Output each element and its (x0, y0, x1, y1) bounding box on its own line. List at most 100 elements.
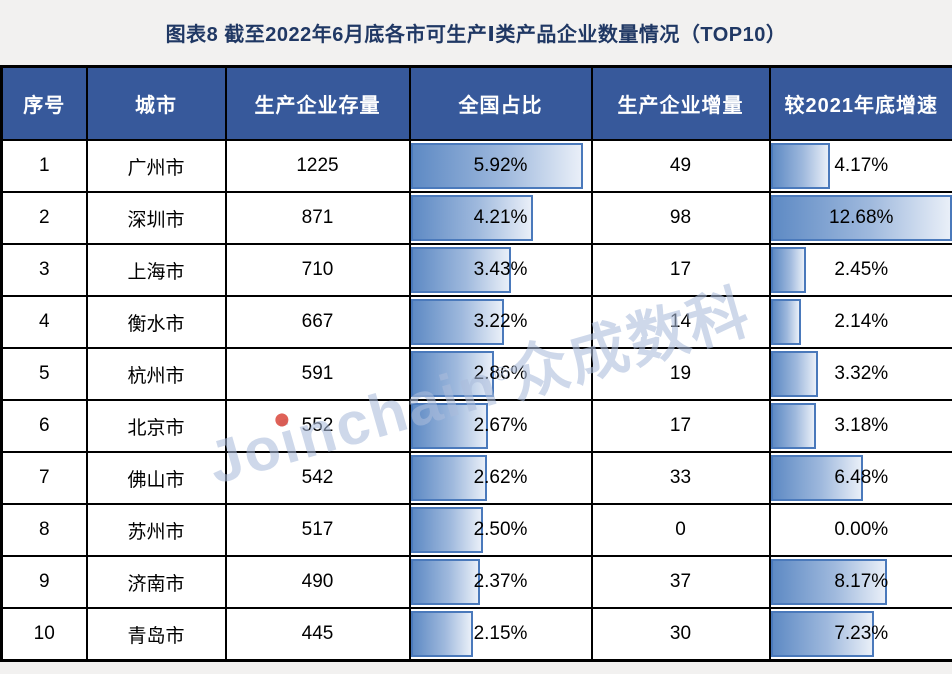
share-cell: 5.92% (408, 139, 593, 193)
header-share: 全国占比 (408, 65, 593, 141)
share-cell-value: 4.21% (473, 207, 528, 228)
share-data-bar (411, 247, 511, 293)
city-cell: 北京市 (85, 399, 227, 453)
share-data-bar (411, 611, 474, 657)
share-data-bar (411, 455, 487, 501)
rank-cell: 6 (0, 399, 88, 453)
city-cell: 衡水市 (85, 295, 227, 349)
growth-cell-value: 2.45% (834, 259, 889, 280)
growth-cell: 8.17% (768, 555, 952, 609)
data-table: 序号 城市 生产企业存量 全国占比 生产企业增量 较2021年底增速 1 广州市 1… (0, 65, 952, 662)
growth-data-bar (771, 403, 817, 449)
growth-data-bar (771, 299, 802, 345)
growth-cell-value: 7.23% (834, 623, 889, 644)
table-row: 6 北京市 552 2.67% 17 3.18% (0, 399, 952, 453)
growth-data-bar (771, 455, 864, 501)
increase-cell: 17 (590, 399, 771, 453)
growth-data-bar (771, 559, 888, 605)
rank-cell: 1 (0, 139, 88, 193)
stock-cell: 542 (224, 451, 411, 505)
increase-cell: 17 (590, 243, 771, 297)
table-row: 5 杭州市 591 2.86% 19 3.32% (0, 347, 952, 401)
table-body: 1 广州市 1225 5.92% 49 4.17% 2 深圳市 871 4.21% 98 12.68%… (0, 139, 952, 662)
header-city: 城市 (85, 65, 227, 141)
share-data-bar (411, 507, 484, 553)
growth-cell-value: 6.48% (834, 467, 889, 488)
rank-cell: 7 (0, 451, 88, 505)
stock-cell: 871 (224, 191, 411, 245)
table-row: 2 深圳市 871 4.21% 98 12.68% (0, 191, 952, 245)
growth-data-bar (771, 611, 874, 657)
city-cell: 深圳市 (85, 191, 227, 245)
share-cell: 2.86% (408, 347, 593, 401)
share-cell-value: 2.15% (473, 623, 528, 644)
growth-cell-value: 3.32% (834, 363, 889, 384)
stock-cell: 517 (224, 503, 411, 557)
share-data-bar (411, 559, 480, 605)
city-cell: 苏州市 (85, 503, 227, 557)
table-header: 序号 城市 生产企业存量 全国占比 生产企业增量 较2021年底增速 (0, 65, 952, 141)
city-cell: 佛山市 (85, 451, 227, 505)
growth-cell: 2.45% (768, 243, 952, 297)
growth-cell: 12.68% (768, 191, 952, 245)
rank-cell: 5 (0, 347, 88, 401)
rank-cell: 8 (0, 503, 88, 557)
city-cell: 济南市 (85, 555, 227, 609)
rank-cell: 10 (0, 607, 88, 662)
growth-cell-value: 2.14% (834, 311, 889, 332)
city-cell: 上海市 (85, 243, 227, 297)
share-cell-value: 2.37% (473, 571, 528, 592)
growth-cell-value: 12.68% (829, 207, 894, 228)
share-cell-value: 3.43% (473, 259, 528, 280)
header-growth: 较2021年底增速 (768, 65, 952, 141)
growth-cell-value: 3.18% (834, 415, 889, 436)
share-cell: 3.22% (408, 295, 593, 349)
page-title: 图表8 截至2022年6月底各市可生产Ⅰ类产品企业数量情况（TOP10） (165, 24, 787, 46)
header-stock: 生产企业存量 (224, 65, 411, 141)
city-cell: 广州市 (85, 139, 227, 193)
share-cell-value: 2.86% (473, 363, 528, 384)
share-cell: 2.50% (408, 503, 593, 557)
share-data-bar (411, 195, 534, 241)
share-cell: 2.15% (408, 607, 593, 662)
rank-cell: 3 (0, 243, 88, 297)
increase-cell: 0 (590, 503, 771, 557)
growth-cell: 6.48% (768, 451, 952, 505)
header-row: 序号 城市 生产企业存量 全国占比 生产企业增量 较2021年底增速 (0, 65, 952, 141)
increase-cell: 33 (590, 451, 771, 505)
stock-cell: 1225 (224, 139, 411, 193)
growth-cell: 4.17% (768, 139, 952, 193)
increase-cell: 14 (590, 295, 771, 349)
increase-cell: 37 (590, 555, 771, 609)
growth-cell-value: 0.00% (834, 519, 889, 540)
growth-cell: 0.00% (768, 503, 952, 557)
table-row: 1 广州市 1225 5.92% 49 4.17% (0, 139, 952, 193)
growth-cell-value: 4.17% (834, 155, 889, 176)
rank-cell: 9 (0, 555, 88, 609)
share-data-bar (411, 299, 505, 345)
header-increase: 生产企业增量 (590, 65, 771, 141)
table-row: 4 衡水市 667 3.22% 14 2.14% (0, 295, 952, 349)
share-cell: 2.62% (408, 451, 593, 505)
share-cell-value: 2.67% (473, 415, 528, 436)
stock-cell: 490 (224, 555, 411, 609)
growth-cell: 7.23% (768, 607, 952, 662)
share-cell-value: 2.62% (473, 467, 528, 488)
share-cell: 2.37% (408, 555, 593, 609)
growth-cell: 3.18% (768, 399, 952, 453)
table-row: 9 济南市 490 2.37% 37 8.17% (0, 555, 952, 609)
growth-cell: 2.14% (768, 295, 952, 349)
share-cell: 4.21% (408, 191, 593, 245)
table-row: 8 苏州市 517 2.50% 0 0.00% (0, 503, 952, 557)
city-cell: 青岛市 (85, 607, 227, 662)
stock-cell: 552 (224, 399, 411, 453)
header-rank: 序号 (0, 65, 88, 141)
increase-cell: 30 (590, 607, 771, 662)
share-cell-value: 2.50% (473, 519, 528, 540)
increase-cell: 19 (590, 347, 771, 401)
increase-cell: 49 (590, 139, 771, 193)
table-row: 3 上海市 710 3.43% 17 2.45% (0, 243, 952, 297)
table-row: 7 佛山市 542 2.62% 33 6.48% (0, 451, 952, 505)
share-cell-value: 5.92% (473, 155, 528, 176)
table-row: 10 青岛市 445 2.15% 30 7.23% (0, 607, 952, 662)
